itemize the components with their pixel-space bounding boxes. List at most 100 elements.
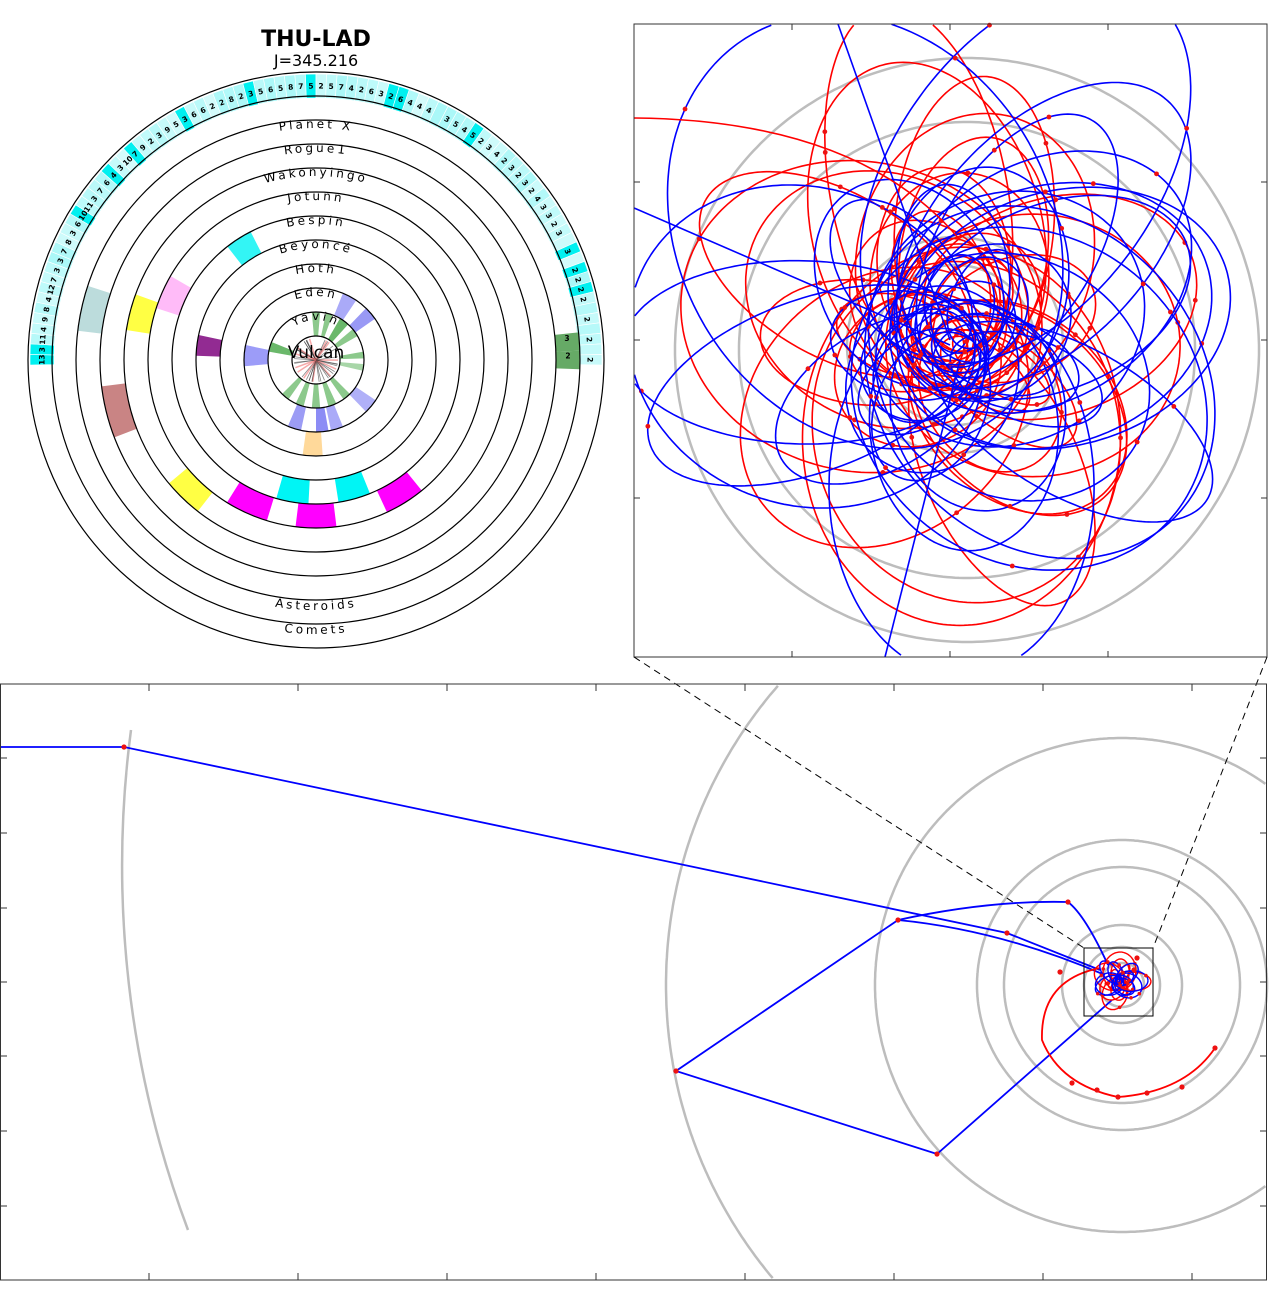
comet-count: 4 [348,83,354,93]
score-label: J=345.216 [273,51,358,70]
encounter-dot [954,397,959,403]
trajectory-arc [949,330,1103,428]
encounter-dot [1009,563,1015,569]
trajectory-arc [634,259,982,445]
encounter-dot [1127,978,1131,983]
ring-label-vulcan: Vulcan [288,343,345,363]
comet-count: 7 [298,82,304,91]
trajectory-arc [931,320,1214,523]
encounter-dot [1117,1005,1122,1010]
full-plot-area [0,684,1269,1279]
encounter-dot [952,55,958,61]
comet-count: 2 [578,296,588,303]
comet-count: 2 [576,286,586,293]
comet-count: 8 [288,82,294,91]
comet-count: 4 [109,170,119,180]
ring-boundary [123,167,509,553]
ring-segment [226,482,274,521]
comet-cell [577,343,603,356]
vulcan-spoke [315,341,330,361]
trajectory-arc [633,207,951,346]
comet-count: 3 [181,114,190,124]
trajectory-arc [933,313,1058,397]
comet-count: 4 [44,296,54,303]
figure-title: THU-LAD [261,27,371,52]
trajectory-arc [1115,962,1139,987]
comet-count: 7 [338,82,344,91]
comet-count: 5 [468,130,477,140]
encounter-dot [1101,967,1106,971]
comet-count: 3 [52,266,62,274]
comet-count: 2 [513,170,523,180]
encounter-dot [837,184,843,190]
encounter-dot [1184,125,1190,131]
encounter-dot [1043,140,1049,146]
encounter-dot [1046,114,1052,120]
encounter-dot [898,317,904,323]
comet-count: 3 [116,163,126,173]
encounter-dot [1035,325,1041,331]
encounter-dot [1121,970,1125,975]
comet-count: 3 [562,247,572,255]
encounter-dot [1007,503,1013,509]
ring-boundary [75,119,557,601]
ring-label: Comets [284,621,348,637]
encounter-dot [1130,987,1135,992]
ring-segment [282,376,303,400]
encounter-dot [1144,973,1148,978]
ring-segment [156,276,192,316]
encounter-dot [1004,370,1010,376]
encounter-dot [1064,512,1070,517]
ring-boundary [99,143,533,577]
ring-segment [325,404,343,431]
zoom-plot-area [633,22,1261,658]
encounter-dot [983,246,989,252]
comet-count: 2 [218,98,226,108]
encounter-dot [909,434,915,440]
trajectory-arc [774,312,987,485]
comet-count: 4 [532,194,542,204]
encounter-dot [1008,396,1014,402]
trajectory-arc [1041,967,1216,1098]
comet-count: 11 [38,334,48,345]
zoomed-trajectory-panel [633,22,1268,658]
ring-segment [329,376,350,400]
comet-count: 3 [247,89,254,99]
encounter-dot [1095,991,1100,996]
comet-count: 5 [308,81,313,90]
comet-count: 13 [37,354,46,364]
planet-orbit [975,838,1269,1132]
trajectory-arc [859,303,990,422]
encounter-dot [916,259,922,265]
ring-segment [126,294,159,334]
comet-count: 6 [267,85,274,95]
encounter-dot [1034,402,1040,407]
encounter-dot [1099,973,1104,978]
encounter-dot [1154,171,1159,177]
encounter-dot [963,339,969,344]
ring-label: Yavin [288,309,342,329]
vulcan-spoke [315,356,338,361]
ring-label-text: Comets [284,621,345,637]
ring-segment [196,335,223,357]
encounter-dot [1053,197,1059,203]
trajectory-arc [646,284,977,487]
ring-segment [328,318,349,343]
comet-count: 3 [544,211,554,220]
zoom-region-box [1083,947,1154,1017]
vulcan-spoke [303,341,317,361]
encounter-dot [847,415,853,420]
ring-segment [77,285,111,334]
trajectory-arc [806,61,1048,397]
comet-count: 6 [73,220,83,229]
zoom-connector [1152,656,1268,949]
trajectory-arc [874,251,1151,502]
ring-label: Planet X [278,117,354,134]
encounter-dot [805,366,811,372]
comet-count: 2 [387,91,394,101]
encounter-dot [1137,991,1142,996]
comet-count: 4 [406,98,414,108]
trajectory-arc [801,246,1122,627]
ring-label-text: Asteroids [274,596,354,613]
